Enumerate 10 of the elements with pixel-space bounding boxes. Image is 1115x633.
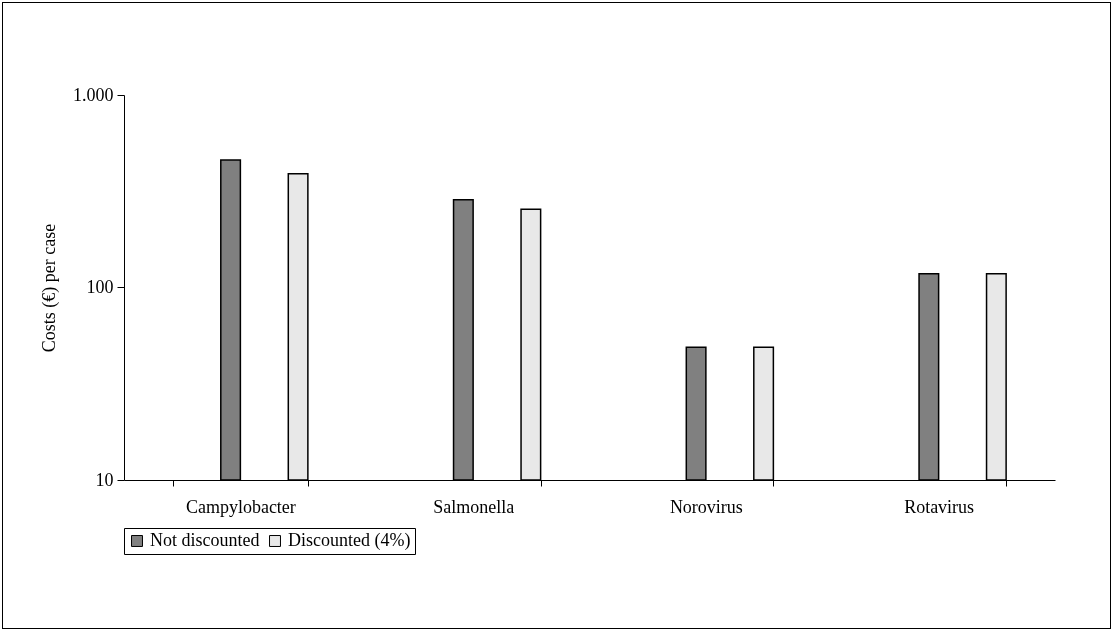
legend-label: Discounted (4%) [288,530,411,551]
y-axis-title: Costs (€) per case [39,223,60,353]
y-tick-label: 10 [95,469,114,490]
x-tick-label: Salmonella [433,496,515,517]
x-tick-label: Rotavirus [904,496,975,517]
x-tick-label: Norovirus [669,496,743,517]
x-tick-label: Campylobacter [185,496,296,517]
y-tick-label: 1.000 [73,84,114,105]
y-tick-label: 100 [86,277,114,297]
legend-label: Not discounted [150,530,260,550]
